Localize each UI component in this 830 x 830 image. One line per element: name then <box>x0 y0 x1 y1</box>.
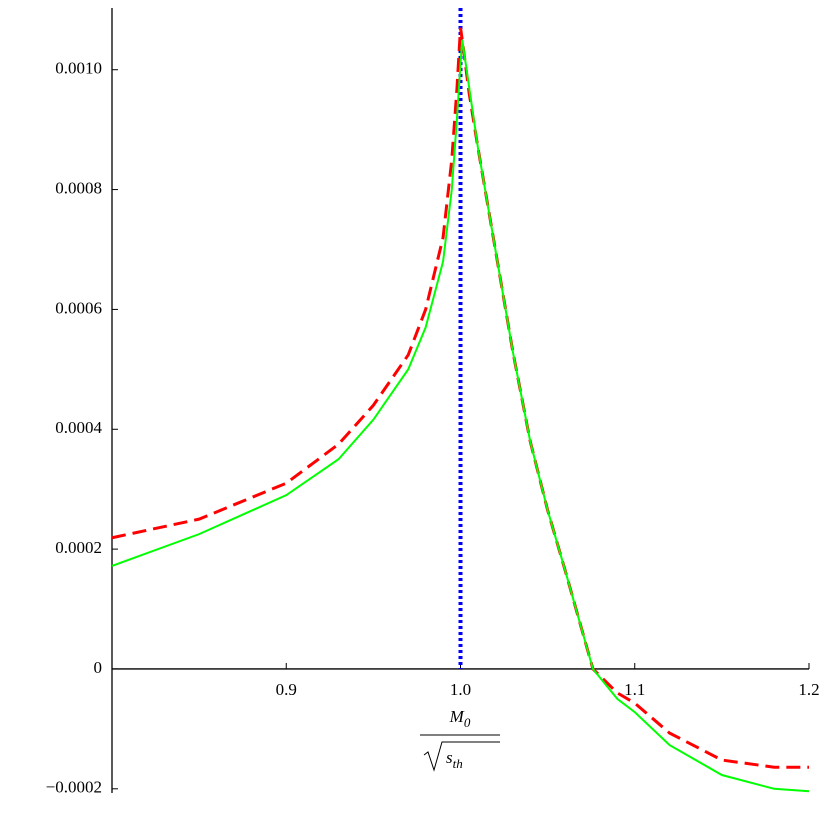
x-tick-label: 0.9 <box>276 680 297 699</box>
y-tick-label: 0.0010 <box>55 59 102 78</box>
y-tick-label: 0.0008 <box>55 178 102 197</box>
x-label-denominator-main: s <box>446 748 453 767</box>
y-tick-label: 0.0006 <box>55 298 102 317</box>
x-label-denominator-sub: th <box>453 756 463 771</box>
x-axis-label: M0 sth <box>420 707 500 772</box>
x-label-numerator: M0 <box>449 707 471 730</box>
x-label-numerator-main: M <box>449 707 465 726</box>
x-tick-label: 1.1 <box>624 680 645 699</box>
y-tick-label: −0.0002 <box>46 778 102 797</box>
y-tick-label: 0 <box>94 658 103 677</box>
x-tick-label: 1.2 <box>798 680 819 699</box>
y-tick-label: 0.0002 <box>55 538 102 557</box>
x-label-denominator: sth <box>446 748 463 771</box>
y-tick-label: 0.0004 <box>55 418 102 437</box>
line-series <box>111 39 810 793</box>
x-label-numerator-sub: 0 <box>464 715 471 730</box>
x-tick-label: 1.0 <box>450 680 471 699</box>
x-label-sqrt <box>423 741 500 772</box>
